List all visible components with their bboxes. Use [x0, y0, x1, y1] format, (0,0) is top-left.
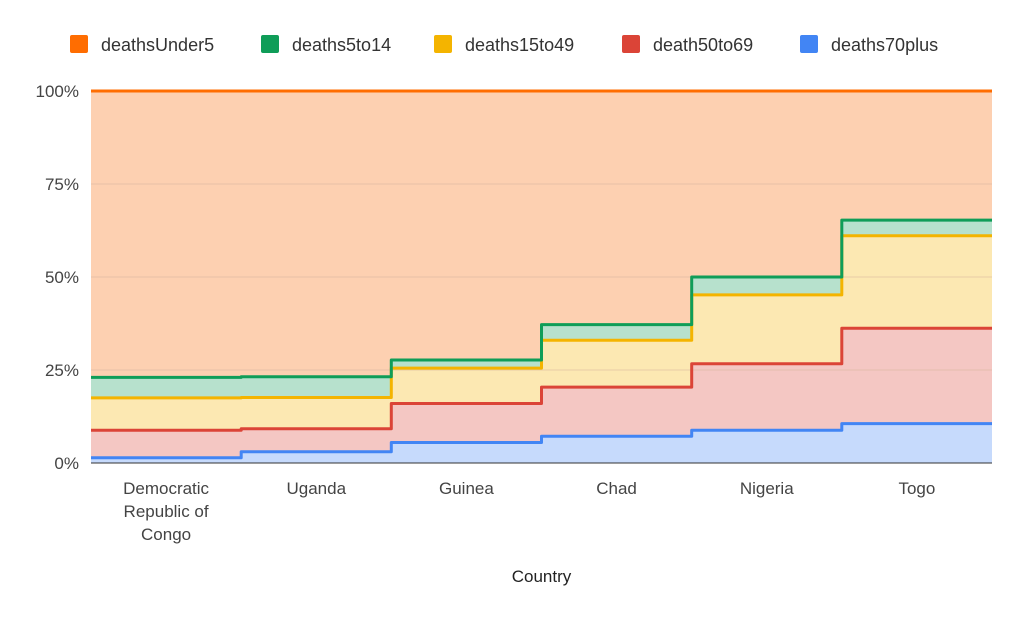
legend-label: deaths5to14 — [292, 35, 391, 55]
legend-swatch — [70, 35, 88, 53]
y-axis-ticks: 0% 25% 50% 75% 100% — [36, 82, 79, 473]
legend: deathsUnder5 deaths5to14 deaths15to49 death… — [70, 35, 938, 55]
legend-item-deaths15to49: deaths15to49 — [434, 35, 574, 55]
x-tick-label: Uganda — [286, 479, 346, 498]
y-tick-label: 50% — [45, 268, 79, 287]
chart-lines — [91, 89, 992, 460]
legend-item-death50to69: death50to69 — [622, 35, 753, 55]
line-death50to69 — [91, 326, 992, 432]
x-tick-label: Guinea — [439, 479, 494, 498]
legend-swatch — [434, 35, 452, 53]
y-tick-label: 100% — [36, 82, 79, 101]
legend-item-deaths5to14: deaths5to14 — [261, 35, 391, 55]
legend-label: deathsUnder5 — [101, 35, 214, 55]
x-tick-label: Democratic Republic of Congo — [123, 479, 209, 544]
legend-item-deaths70plus: deaths70plus — [800, 35, 938, 55]
y-tick-label: 25% — [45, 361, 79, 380]
legend-swatch — [261, 35, 279, 53]
legend-label: deaths15to49 — [465, 35, 574, 55]
y-tick-label: 75% — [45, 175, 79, 194]
x-tick-label: Togo — [898, 479, 935, 498]
legend-label: deaths70plus — [831, 35, 938, 55]
x-tick-label: Chad — [596, 479, 637, 498]
area-deathsUnder5 — [91, 91, 992, 378]
y-tick-label: 0% — [54, 454, 79, 473]
x-axis-title: Country — [512, 567, 572, 586]
legend-item-deathsUnder5: deathsUnder5 — [70, 35, 214, 55]
legend-swatch — [800, 35, 818, 53]
x-tick-label: Nigeria — [740, 479, 794, 498]
legend-swatch — [622, 35, 640, 53]
legend-label: death50to69 — [653, 35, 753, 55]
x-axis-ticks: Democratic Republic of Congo Uganda Guinea Ch… — [123, 479, 935, 544]
line-deaths70plus — [91, 422, 992, 460]
line-deaths5to14 — [91, 218, 992, 379]
